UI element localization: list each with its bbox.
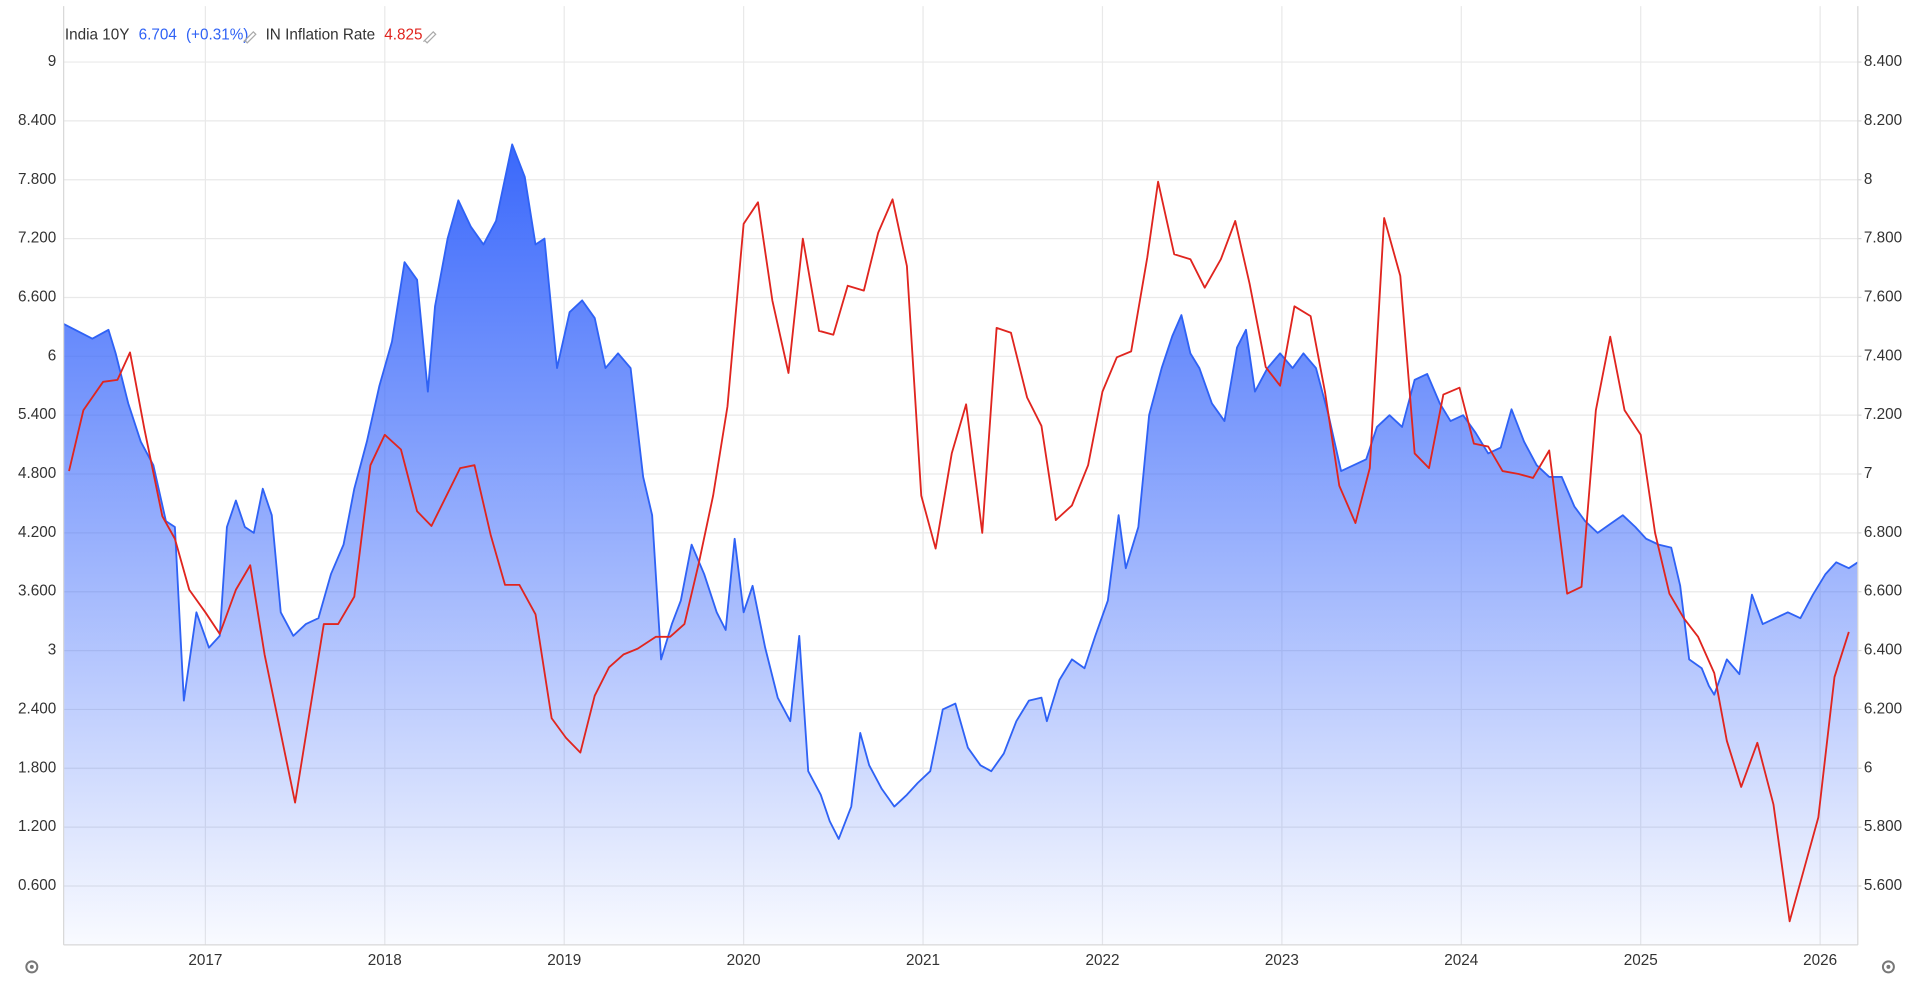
x-tick-label: 2023 [1265,952,1299,969]
edit-icon[interactable] [423,30,437,44]
y-tick-label: 7.200 [18,230,56,247]
y2-tick-label: 6 [1864,759,1873,776]
y-tick-label: 1.200 [18,818,56,835]
y-tick-label: 6.600 [18,288,56,305]
y2-tick-label: 6.800 [1864,524,1902,541]
y2-tick-label: 6.600 [1864,583,1902,600]
settings-button[interactable] [1881,960,1895,974]
y2-tick-label: 8.400 [1864,53,1902,70]
y2-tick-label: 6.200 [1864,700,1902,717]
x-tick-label: 2020 [727,952,761,969]
y-tick-label: 7.800 [18,171,56,188]
y-tick-label: 6 [48,347,57,364]
y2-tick-label: 6.400 [1864,642,1902,659]
y2-tick-label: 7 [1864,465,1873,482]
legend-latest: 6.704 [139,27,178,44]
y-tick-label: 1.800 [18,759,56,776]
y-tick-label: 5.400 [18,406,56,423]
x-tick-label: 2025 [1624,952,1658,969]
legend-latest: 4.825 [384,27,422,44]
settings-button[interactable] [25,960,39,974]
y-tick-label: 8.400 [18,112,56,129]
x-tick-label: 2022 [1085,952,1119,969]
y-tick-label: 0.600 [18,877,56,894]
line [63,143,1859,840]
y2-tick-label: 5.600 [1864,877,1902,894]
x-tick-label: 2019 [547,952,581,969]
axis-labels: 9 8.400 7.800 7.200 6.600 6 5.400 4.800 4.200 3.6… [18,53,1902,969]
x-tick-label: 2021 [906,952,940,969]
edit-icon[interactable] [243,30,257,44]
y2-tick-label: 7.600 [1864,288,1902,305]
y2-tick-label: 8 [1864,171,1873,188]
x-tick-label: 2017 [188,952,222,969]
y2-tick-label: 5.800 [1864,818,1902,835]
y2-tick-label: 7.400 [1864,347,1902,364]
legend-entry[interactable]: India 10Y 6.704 (+0.31%) [65,27,249,44]
legend-name[interactable]: India 10Y [65,27,130,44]
legend-change: (+0.31%) [186,27,248,44]
x-tick-label: 2024 [1444,952,1478,969]
x-tick-label: 2018 [368,952,402,969]
y-tick-label: 4.800 [18,465,56,482]
plot-area [63,143,1859,945]
y2-tick-label: 7.200 [1864,406,1902,423]
legend: India 10Y 6.704 (+0.31%) IN Inflation Ra… [65,27,437,44]
y2-tick-label: 8.200 [1864,112,1902,129]
y-tick-label: 2.400 [18,700,56,717]
y-tick-label: 9 [48,53,57,70]
y-tick-label: 4.200 [18,524,56,541]
x-tick-label: 2026 [1803,952,1837,969]
y2-tick-label: 7.800 [1864,230,1902,247]
y-tick-label: 3.600 [18,583,56,600]
legend-entry[interactable]: IN Inflation Rate 4.825 [266,27,423,44]
area [63,144,1858,945]
y-tick-label: 3 [48,642,57,659]
line [68,180,1850,923]
legend-name[interactable]: IN Inflation Rate [266,27,376,44]
